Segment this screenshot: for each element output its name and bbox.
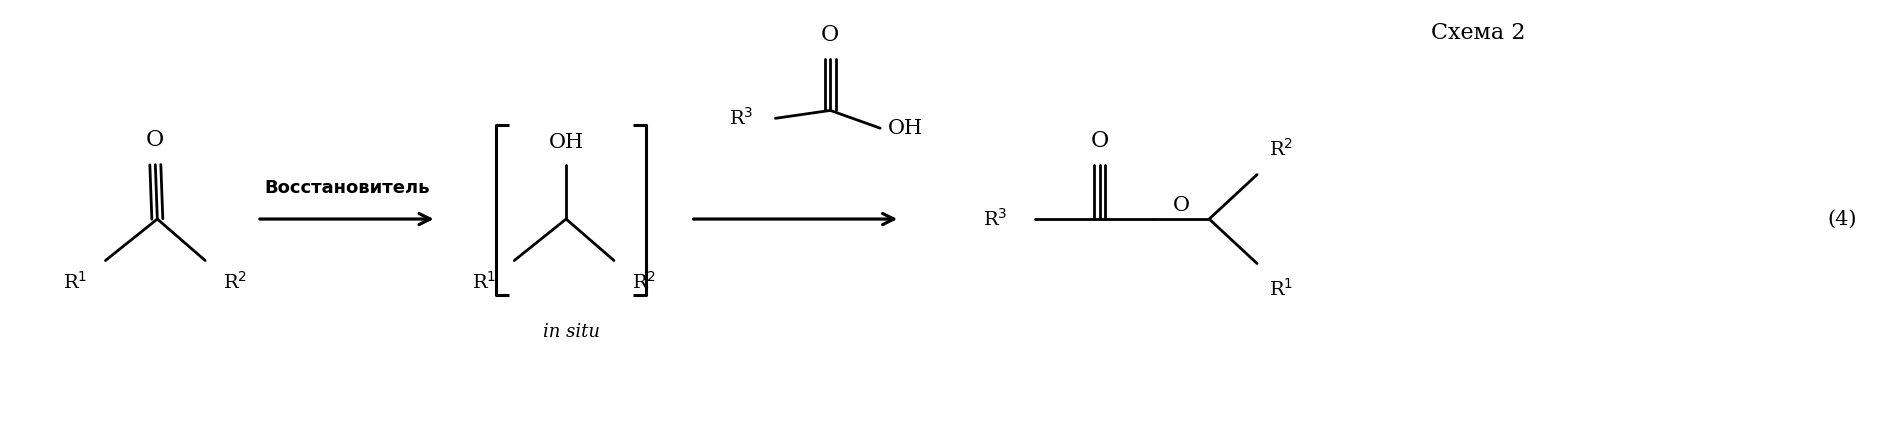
Text: (4): (4) [1827,210,1856,229]
Text: R$^{3}$: R$^{3}$ [729,107,754,129]
Text: R$^{2}$: R$^{2}$ [224,271,246,293]
Text: O: O [822,24,838,46]
Text: OH: OH [549,133,583,152]
Text: R$^{2}$: R$^{2}$ [1269,138,1292,160]
Text: O: O [1090,130,1107,152]
Text: Восстановитель: Восстановитель [263,179,429,197]
Text: R$^{3}$: R$^{3}$ [983,208,1008,230]
Text: R$^{1}$: R$^{1}$ [1269,278,1292,300]
Text: O: O [147,129,164,151]
Text: O: O [1171,196,1190,215]
Text: in situ: in situ [541,323,600,341]
Text: R$^{1}$: R$^{1}$ [472,271,496,293]
Text: OH: OH [887,119,923,138]
Text: R$^{2}$: R$^{2}$ [632,271,656,293]
Text: Схема 2: Схема 2 [1431,22,1525,44]
Text: R$^{1}$: R$^{1}$ [64,271,88,293]
